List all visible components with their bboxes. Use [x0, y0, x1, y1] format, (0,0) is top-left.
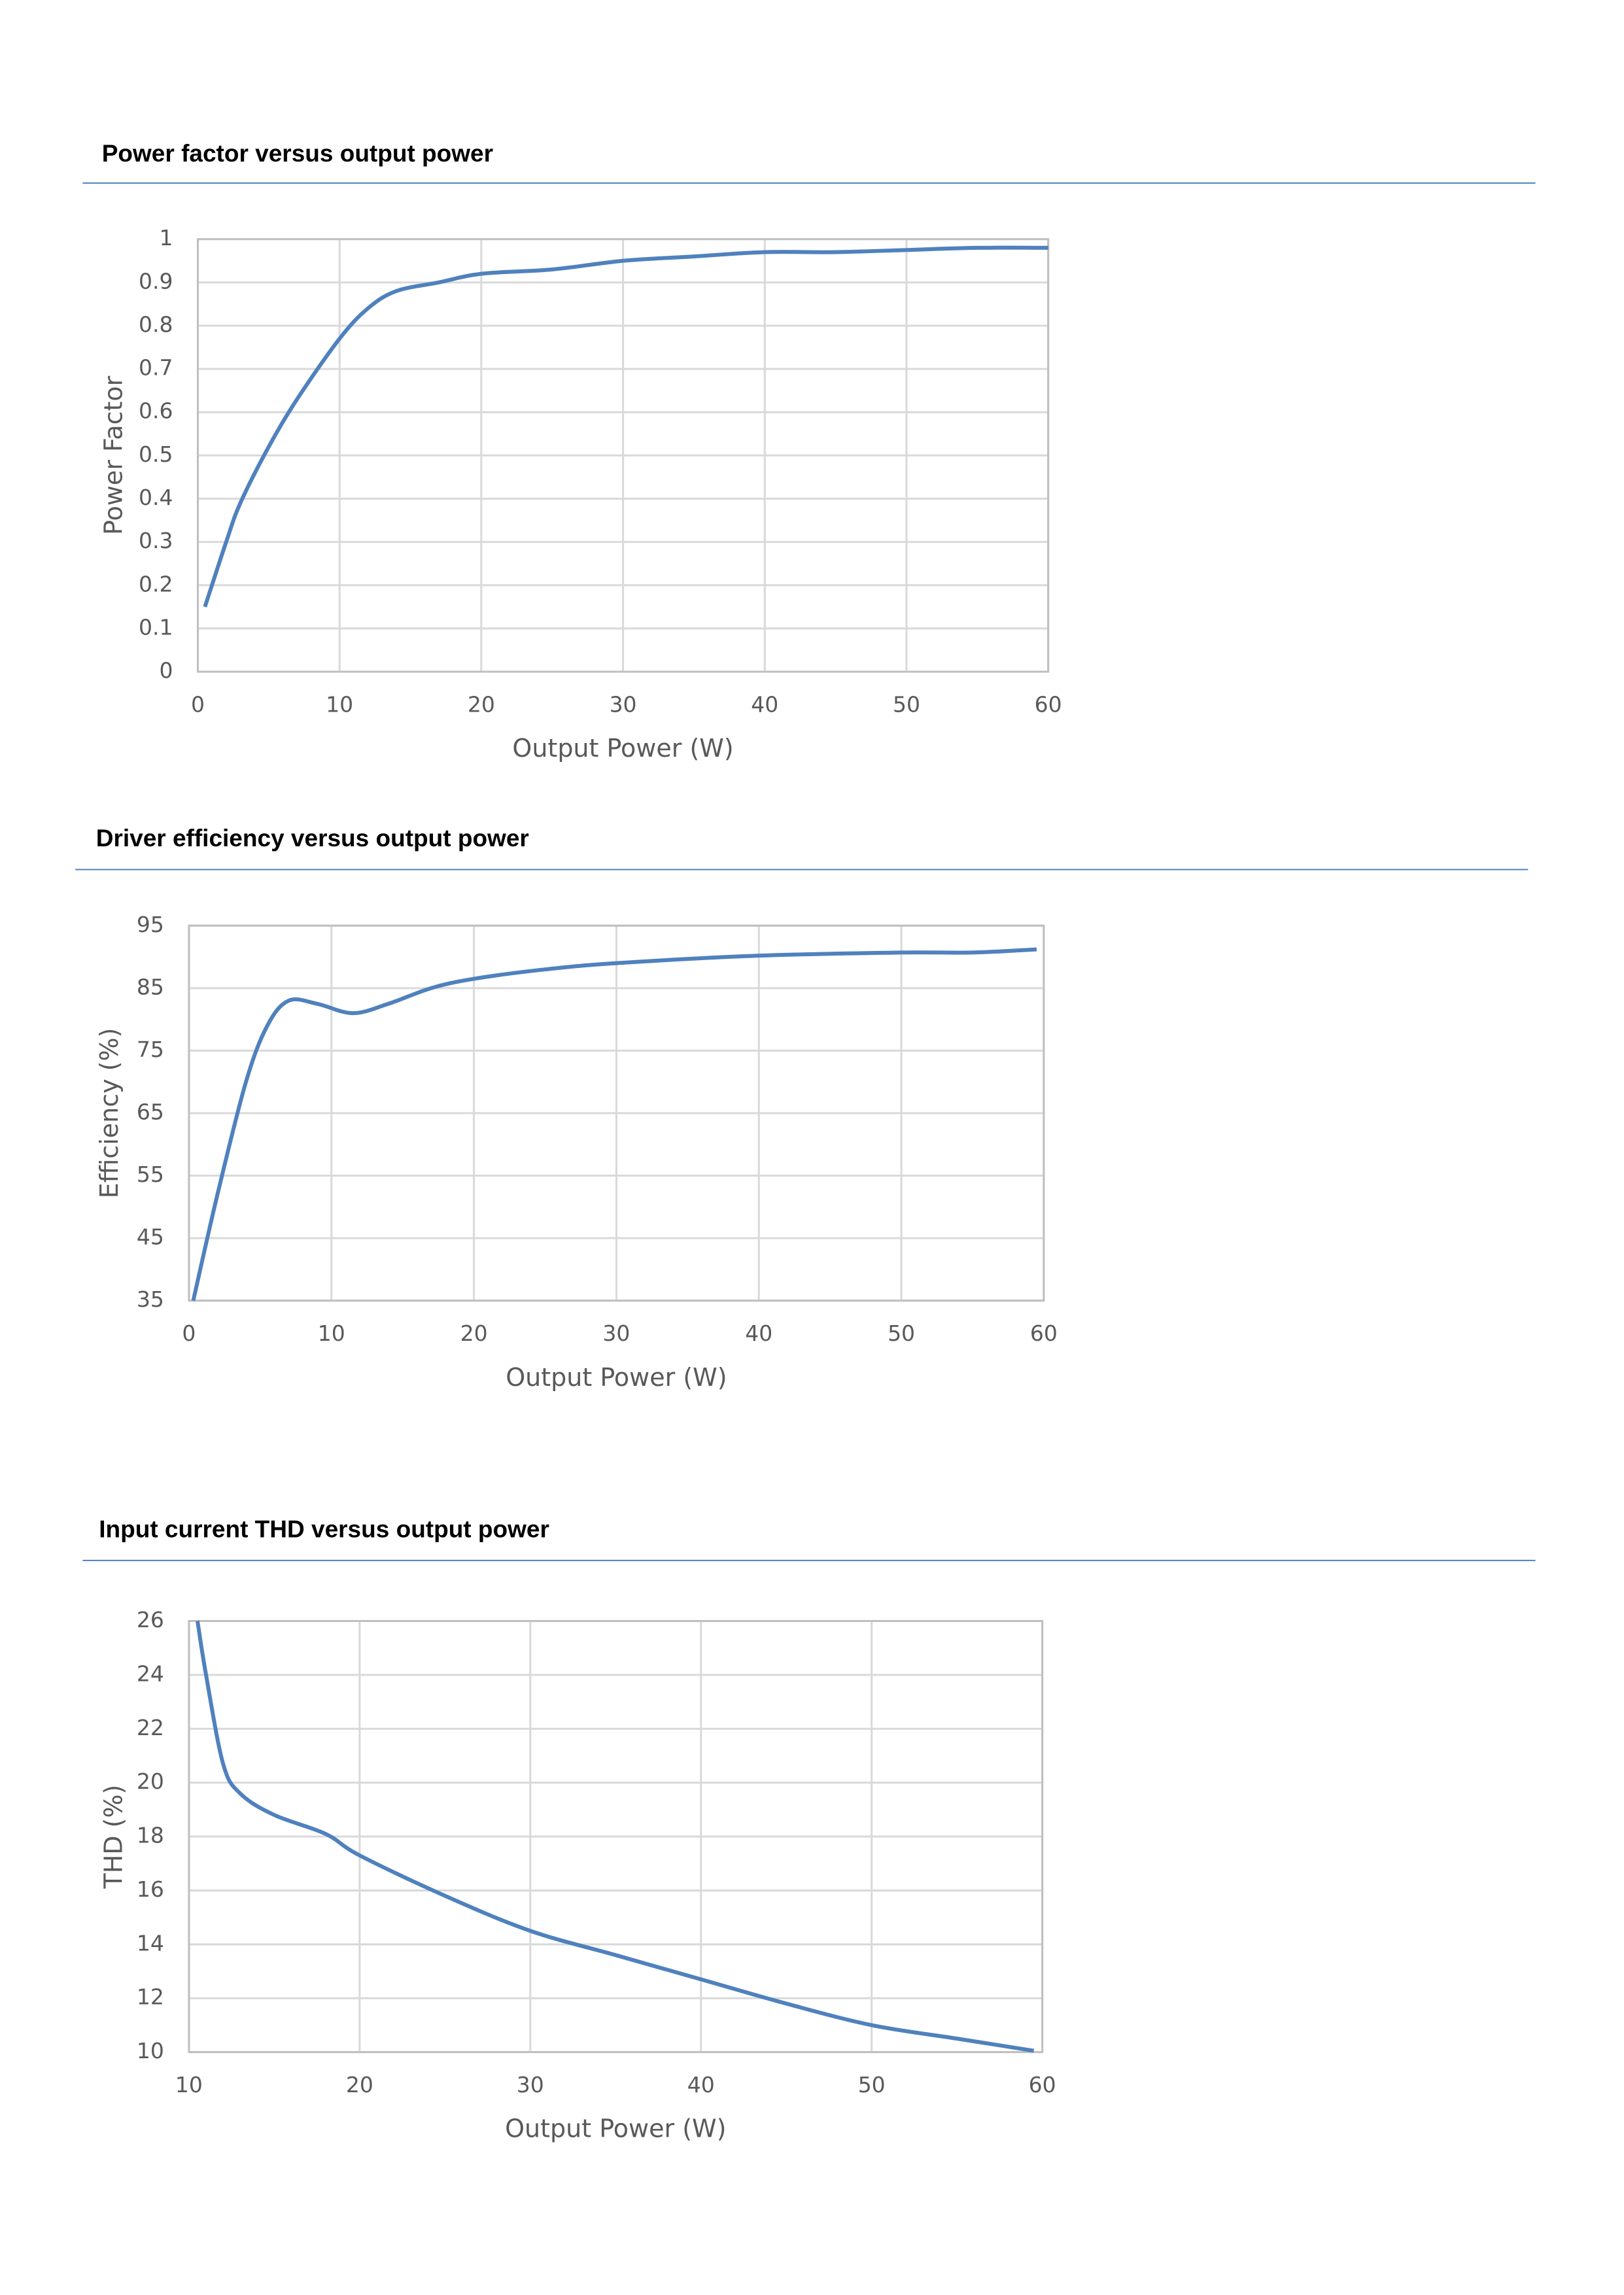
- x-tick-label: 10: [175, 2072, 203, 2097]
- x-tick-label: 50: [893, 691, 920, 717]
- x-tick-label: 50: [858, 2072, 886, 2097]
- y-axis-title: Power Factor: [99, 375, 128, 535]
- y-tick-label: 45: [137, 1224, 164, 1250]
- y-tick-label: 85: [137, 974, 164, 999]
- y-tick-label: 95: [137, 912, 164, 937]
- y-tick-label: 24: [137, 1661, 164, 1686]
- y-tick-label: 0.1: [139, 614, 173, 640]
- y-tick-label: 0: [159, 658, 173, 683]
- data-line: [191, 947, 1037, 1302]
- plot-frame: [196, 238, 1050, 673]
- y-tick-label: 26: [137, 1607, 164, 1632]
- section-heading: Input current THD versus output power: [99, 1516, 549, 1543]
- x-tick-label: 60: [1029, 2072, 1056, 2097]
- y-axis-title: THD (%): [99, 1785, 128, 1889]
- y-tick-label: 20: [137, 1769, 164, 1794]
- y-tick-label: 0.5: [139, 441, 173, 467]
- x-tick-label: 0: [191, 691, 205, 717]
- x-tick-label: 20: [460, 1320, 488, 1346]
- x-tick-label: 40: [751, 691, 778, 717]
- y-tick-label: 22: [137, 1715, 164, 1740]
- x-tick-label: 50: [888, 1320, 915, 1346]
- y-tick-label: 10: [137, 2038, 164, 2063]
- data-line: [203, 245, 1048, 608]
- x-axis-title: Output Power (W): [506, 1363, 727, 1392]
- x-tick-label: 40: [687, 2072, 715, 2097]
- x-tick-label: 60: [1030, 1320, 1058, 1346]
- y-tick-label: 35: [137, 1286, 164, 1312]
- data-line: [196, 1621, 1035, 2053]
- plot-frame: [188, 924, 1045, 1302]
- y-tick-label: 0.9: [139, 268, 173, 294]
- x-tick-label: 30: [610, 691, 637, 717]
- x-tick-label: 20: [468, 691, 495, 717]
- y-tick-label: 0.2: [139, 571, 173, 596]
- x-axis-title: Output Power (W): [512, 734, 733, 763]
- y-tick-label: 0.7: [139, 355, 173, 381]
- y-tick-label: 16: [137, 1876, 164, 1902]
- y-tick-label: 0.4: [139, 485, 173, 510]
- y-tick-label: 1: [159, 225, 173, 250]
- x-tick-label: 30: [517, 2072, 544, 2097]
- y-tick-label: 65: [137, 1099, 164, 1124]
- x-tick-label: 10: [326, 691, 353, 717]
- y-tick-label: 0.6: [139, 398, 173, 424]
- y-tick-label: 55: [137, 1162, 164, 1187]
- x-tick-label: 60: [1035, 691, 1062, 717]
- x-axis-title: Output Power (W): [505, 2114, 726, 2143]
- y-tick-label: 0.3: [139, 528, 173, 553]
- x-tick-label: 10: [318, 1320, 345, 1346]
- section-heading: Power factor versus output power: [102, 140, 493, 167]
- x-tick-label: 40: [745, 1320, 772, 1346]
- plot-frame: [188, 1619, 1044, 2054]
- section-heading: Driver efficiency versus output power: [96, 825, 529, 852]
- y-tick-label: 12: [137, 1984, 164, 2010]
- y-tick-label: 18: [137, 1823, 164, 1848]
- x-tick-label: 0: [182, 1320, 196, 1346]
- y-tick-label: 75: [137, 1037, 164, 1062]
- x-tick-label: 30: [602, 1320, 630, 1346]
- y-tick-label: 14: [137, 1930, 164, 1956]
- x-tick-label: 20: [346, 2072, 373, 2097]
- y-axis-title: Efficiency (%): [95, 1028, 124, 1199]
- y-tick-label: 0.8: [139, 311, 173, 337]
